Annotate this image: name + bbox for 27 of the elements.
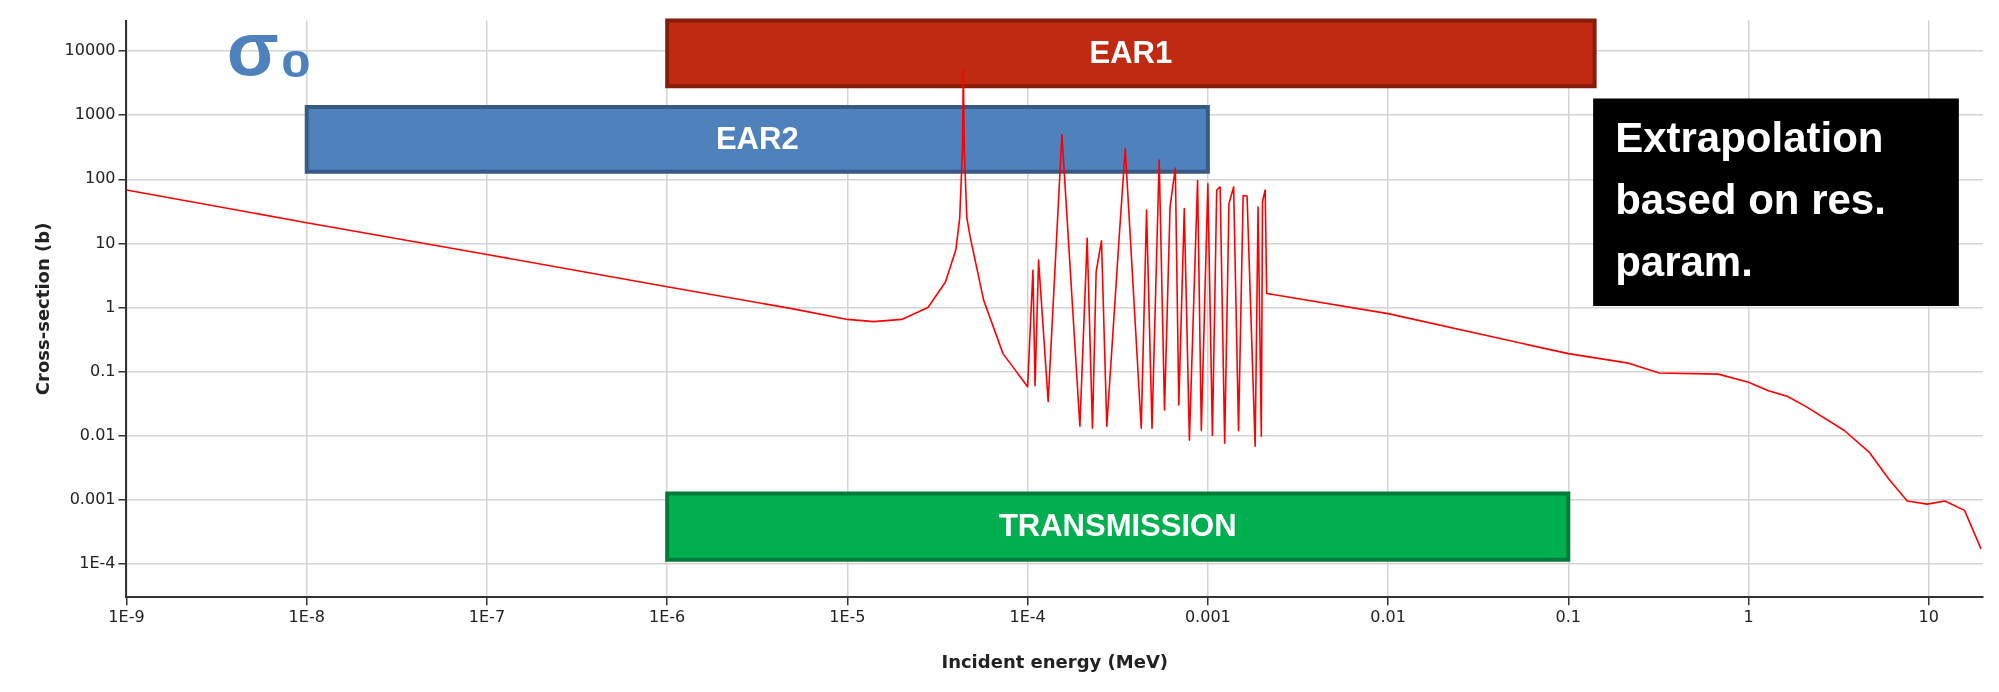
y-tick-label: 100: [84, 168, 116, 188]
annotation: Extrapolation based on res. param.: [1615, 113, 1886, 285]
x-tick-label: 0.1: [1555, 606, 1582, 626]
y-tick-label: 0.1: [90, 360, 116, 380]
band-label: EAR2: [715, 120, 799, 156]
y-tick-label: 1000: [74, 104, 116, 124]
x-tick-label: 1E-5: [829, 606, 866, 626]
band-label: TRANSMISSION: [998, 508, 1237, 544]
x-tick-label: 0.001: [1184, 606, 1231, 626]
y-axis-title: Cross-section (b): [32, 222, 54, 396]
x-tick-label: 1E-8: [288, 606, 325, 626]
x-tick-label: 1E-7: [468, 606, 506, 626]
annotation: σ₀: [226, 6, 313, 92]
x-tick-label: 1: [1743, 606, 1754, 626]
y-tick-label: 1E-4: [79, 552, 116, 572]
y-tick-label: 0.01: [79, 424, 116, 444]
band-label: EAR1: [1089, 35, 1173, 71]
x-tick-label: 1E-9: [108, 606, 145, 626]
x-tick-label: 1E-6: [649, 606, 686, 626]
y-tick-label: 10: [95, 232, 116, 252]
x-tick-label: 10: [1918, 606, 1939, 626]
y-tick-label: 1: [105, 296, 116, 316]
y-tick-label: 10000: [64, 40, 116, 60]
x-tick-label: 1E-4: [1009, 606, 1046, 626]
x-tick-label: 0.01: [1370, 606, 1406, 626]
x-axis-title: Incident energy (MeV): [941, 650, 1169, 672]
y-tick-label: 0.001: [69, 488, 116, 508]
